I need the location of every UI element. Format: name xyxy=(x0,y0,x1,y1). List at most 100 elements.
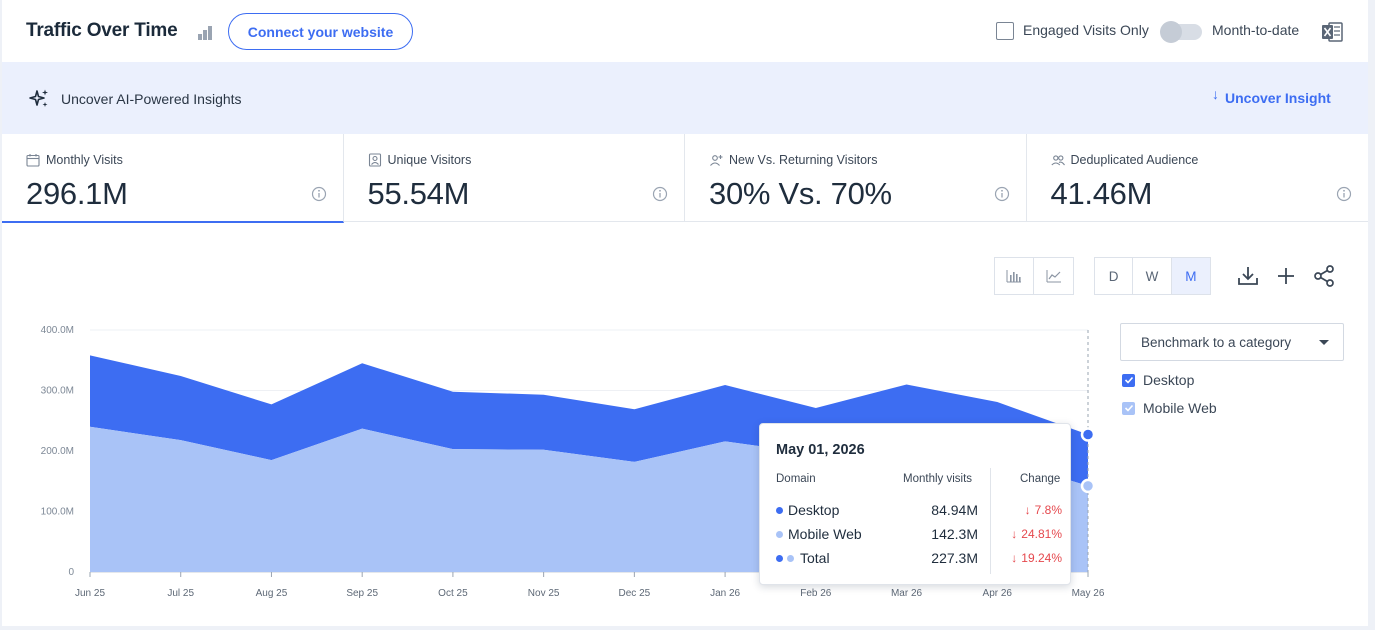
y-tick-label: 200.0M xyxy=(41,446,74,457)
x-tick-label: Sep 25 xyxy=(346,588,378,599)
tooltip-date: May 01, 2026 xyxy=(776,442,865,458)
granularity-toggle: D W M xyxy=(1094,257,1211,295)
change-value: 7.8% xyxy=(1034,503,1062,517)
add-user-icon xyxy=(710,155,723,166)
benchmark-dropdown[interactable]: Benchmark to a category xyxy=(1120,323,1344,361)
engaged-visits-label: Engaged Visits Only xyxy=(1023,22,1149,38)
metric-label: Deduplicated Audience xyxy=(1070,153,1199,167)
tooltip-divider xyxy=(990,468,991,574)
metric-monthly-visits[interactable]: Monthly Visits 296.1M xyxy=(2,134,344,223)
bar-chart-button[interactable] xyxy=(995,258,1034,294)
series-dot xyxy=(776,531,783,538)
checkbox-checked-icon[interactable] xyxy=(1122,401,1135,415)
series-dot xyxy=(776,555,783,562)
y-tick-label: 100.0M xyxy=(41,507,74,518)
tooltip-row-name: Desktop xyxy=(788,502,840,518)
month-to-date-toggle[interactable] xyxy=(1160,21,1202,43)
x-tick-label: May 26 xyxy=(1072,588,1105,599)
metric-label: New Vs. Returning Visitors xyxy=(729,153,878,167)
granularity-month-button[interactable]: M xyxy=(1171,258,1211,294)
arrow-down-icon: ↓ xyxy=(1011,551,1018,565)
metric-deduplicated-audience[interactable]: Deduplicated Audience 41.46M xyxy=(1027,134,1369,222)
change-value: 24.81% xyxy=(1021,527,1062,541)
tooltip-row-value: 84.94M xyxy=(931,502,978,518)
tooltip-col-visits: Monthly visits xyxy=(903,473,973,485)
connect-website-button[interactable]: Connect your website xyxy=(228,13,413,50)
hover-point-desktop xyxy=(1080,427,1096,442)
x-tick-label: Apr 26 xyxy=(983,588,1013,599)
page-title: Traffic Over Time xyxy=(26,20,178,41)
benchmark-label: Benchmark to a category xyxy=(1141,334,1292,350)
series-dot xyxy=(776,507,783,514)
tooltip-col-domain: Domain xyxy=(776,473,816,485)
calendar-icon xyxy=(26,154,40,167)
granularity-day-button[interactable]: D xyxy=(1095,258,1134,294)
x-tick-label: Jun 25 xyxy=(75,588,105,599)
series-area-desktop xyxy=(90,355,1088,486)
metric-value: 296.1M xyxy=(26,176,128,211)
excel-export-icon[interactable] xyxy=(1320,20,1344,44)
info-icon[interactable] xyxy=(1336,186,1352,202)
info-icon[interactable] xyxy=(994,186,1010,202)
info-icon[interactable] xyxy=(311,186,327,202)
caret-down-icon xyxy=(1319,340,1329,345)
change-value: 19.24% xyxy=(1021,551,1062,565)
metric-label: Monthly Visits xyxy=(46,153,123,167)
tooltip-row-value: 142.3M xyxy=(931,526,978,542)
tooltip-row-mobile-web: Mobile Web 142.3M ↓ 24.81% xyxy=(760,525,1072,545)
arrow-down-icon: ↓ xyxy=(1212,86,1219,102)
tooltip-row-name: Mobile Web xyxy=(788,526,862,542)
uncover-insight-button[interactable]: ↓ Uncover Insight xyxy=(1212,86,1331,106)
tooltip-col-change: Change xyxy=(1020,473,1061,485)
info-icon[interactable] xyxy=(652,186,668,202)
chart-type-toggle xyxy=(994,257,1074,295)
sparkles-icon xyxy=(29,89,48,107)
line-chart-button[interactable] xyxy=(1034,258,1073,294)
tooltip-row-change: ↓ 24.81% xyxy=(1011,527,1062,541)
month-to-date-label: Month-to-date xyxy=(1212,22,1300,38)
person-badge-icon xyxy=(368,153,381,167)
plus-icon[interactable] xyxy=(1274,264,1298,288)
legend-item-mobile-web[interactable]: Mobile Web xyxy=(1122,400,1217,416)
tooltip-row-total: Total 227.3M ↓ 19.24% xyxy=(760,549,1072,569)
ai-insights-banner: Uncover AI-Powered Insights ↓ Uncover In… xyxy=(2,62,1368,134)
series-dot xyxy=(787,555,794,562)
hover-point-mobile-web xyxy=(1080,478,1096,494)
x-tick-label: Jul 25 xyxy=(167,588,194,599)
metric-unique-visitors[interactable]: Unique Visitors 55.54M xyxy=(344,134,685,222)
rank-bars-icon[interactable] xyxy=(198,24,216,40)
bar-chart-icon xyxy=(1006,270,1021,283)
legend-label: Desktop xyxy=(1143,372,1195,388)
tooltip-row-desktop: Desktop 84.94M ↓ 7.8% xyxy=(760,501,1072,521)
metric-label: Unique Visitors xyxy=(387,153,472,167)
metric-value: 41.46M xyxy=(1050,176,1153,211)
metrics-row: Monthly Visits 296.1M Unique Visitors 55… xyxy=(2,134,1369,223)
legend-label: Mobile Web xyxy=(1143,400,1217,416)
legend-item-desktop[interactable]: Desktop xyxy=(1122,372,1194,388)
granularity-week-button[interactable]: W xyxy=(1133,258,1172,294)
arrow-down-icon: ↓ xyxy=(1024,503,1031,517)
x-tick-label: Feb 26 xyxy=(800,588,832,599)
download-icon[interactable] xyxy=(1236,264,1260,288)
y-tick-label: 300.0M xyxy=(41,386,74,397)
uncover-insight-label: Uncover Insight xyxy=(1225,90,1331,106)
x-tick-label: Oct 25 xyxy=(438,588,468,599)
tooltip-row-name: Total xyxy=(800,550,830,566)
x-tick-label: Jan 26 xyxy=(710,588,740,599)
line-chart-icon xyxy=(1046,270,1061,283)
x-tick-label: Dec 25 xyxy=(619,588,651,599)
share-icon[interactable] xyxy=(1312,264,1336,288)
x-tick-label: Nov 25 xyxy=(528,588,560,599)
y-tick-label: 0 xyxy=(68,567,74,578)
metric-new-vs-returning[interactable]: New Vs. Returning Visitors 30% Vs. 70% xyxy=(685,134,1027,222)
users-icon xyxy=(1050,155,1065,166)
engaged-visits-checkbox[interactable] xyxy=(996,22,1014,40)
checkbox-checked-icon[interactable] xyxy=(1122,373,1135,387)
metric-value: 55.54M xyxy=(367,176,470,211)
x-tick-label: Mar 26 xyxy=(891,588,923,599)
metric-value: 30% Vs. 70% xyxy=(709,176,892,211)
x-tick-label: Aug 25 xyxy=(256,588,288,599)
ai-insights-label: Uncover AI-Powered Insights xyxy=(61,91,242,107)
y-tick-label: 400.0M xyxy=(41,325,74,336)
toggle-knob xyxy=(1160,21,1182,43)
